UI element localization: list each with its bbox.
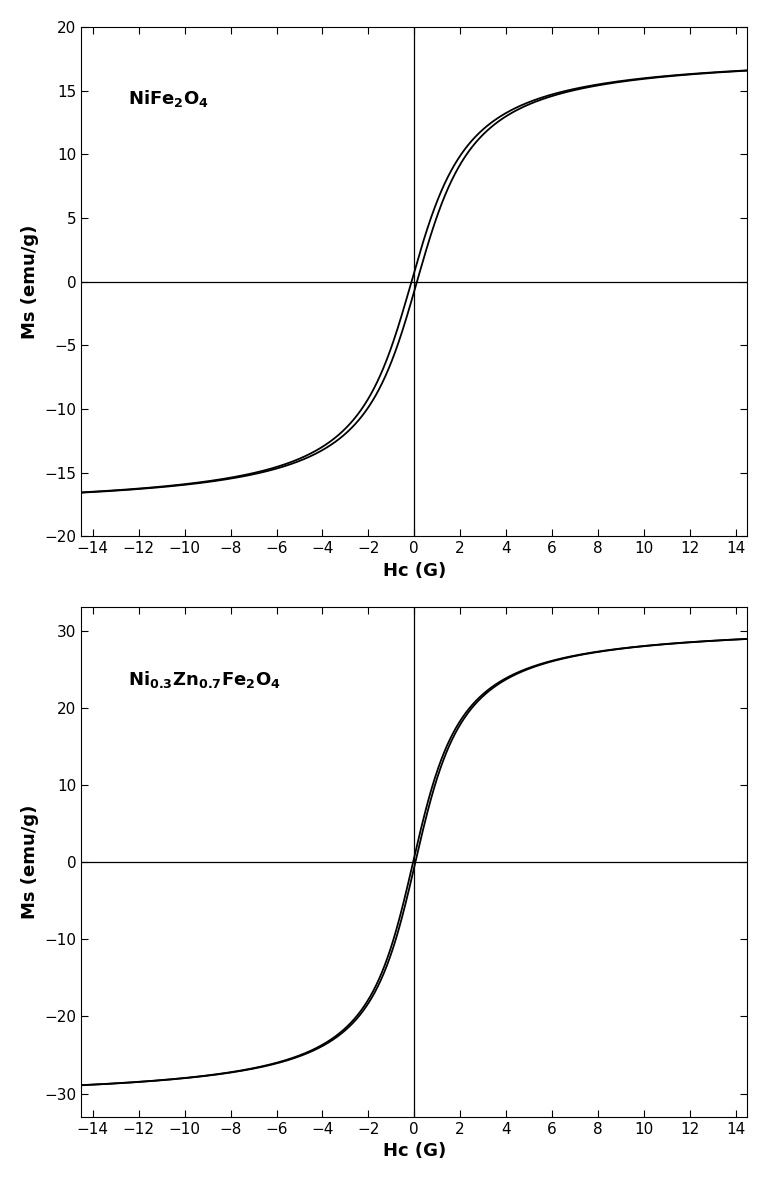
X-axis label: Hc (G): Hc (G): [382, 562, 446, 580]
Text: $\mathbf{NiFe_2O_4}$: $\mathbf{NiFe_2O_4}$: [128, 87, 209, 109]
Y-axis label: Ms (emu/g): Ms (emu/g): [21, 805, 39, 919]
X-axis label: Hc (G): Hc (G): [382, 1142, 446, 1160]
Y-axis label: Ms (emu/g): Ms (emu/g): [21, 224, 39, 339]
Text: $\mathbf{Ni_{0.3}Zn_{0.7}Fe_2O_4}$: $\mathbf{Ni_{0.3}Zn_{0.7}Fe_2O_4}$: [128, 668, 280, 690]
